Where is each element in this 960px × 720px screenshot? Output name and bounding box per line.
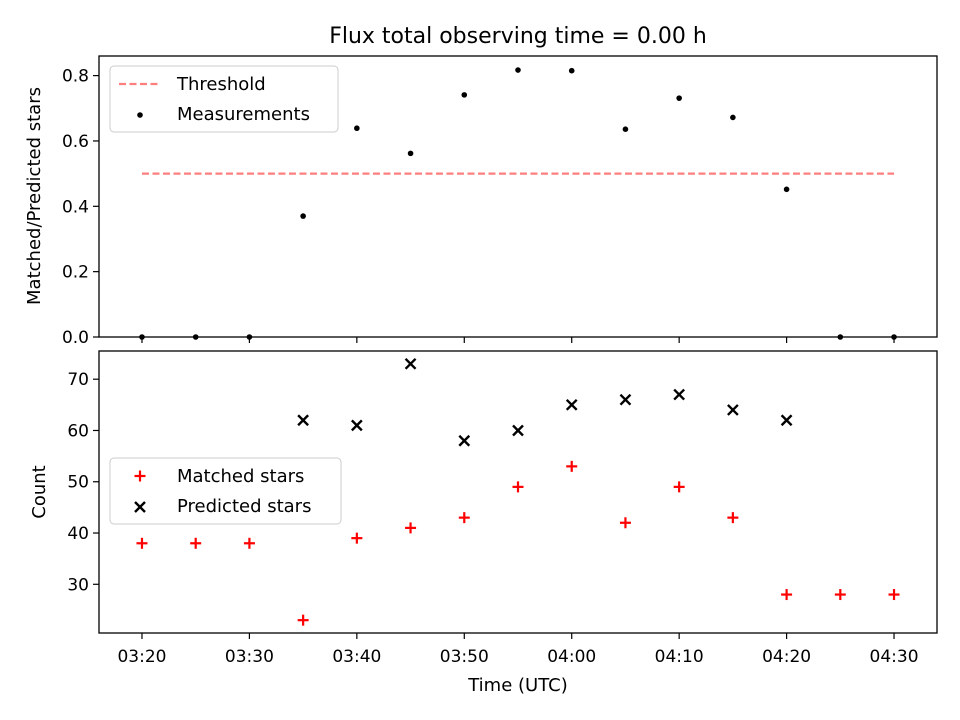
legend-measurements-swatch <box>137 112 143 118</box>
predicted-star-point <box>404 357 417 370</box>
predicted-star-point-b <box>350 419 363 432</box>
legend-predicted-marker <box>134 501 146 513</box>
top-y-tick-label: 0.0 <box>62 328 89 348</box>
x-tick-label: 04:10 <box>655 647 704 667</box>
top-y-tick-label: 0.2 <box>62 263 89 283</box>
x-tick-label: 04:00 <box>547 647 596 667</box>
x-axis-label: Time (UTC) <box>467 675 568 696</box>
predicted-star-point <box>619 393 632 406</box>
x-tick-label: 03:30 <box>225 647 274 667</box>
predicted-star-point-b <box>673 388 686 401</box>
bottom-plot-marks <box>136 357 900 626</box>
measurement-point <box>622 126 629 132</box>
matched-star-point <box>190 537 202 549</box>
chart-title: Flux total observing time = 0.00 h <box>329 24 707 49</box>
x-tick-label: 04:30 <box>870 647 919 667</box>
top-legend-box <box>109 65 339 133</box>
matched-star-point <box>512 481 524 493</box>
legend-matched-label: Matched stars <box>177 466 304 487</box>
predicted-star-point <box>350 419 363 432</box>
measurement-point <box>676 95 682 101</box>
measurement-point <box>568 67 575 74</box>
matched-star-point <box>781 589 793 601</box>
matched-star-point <box>673 481 685 493</box>
top-legend: Threshold Measurements <box>109 65 339 133</box>
predicted-star-point <box>297 414 309 427</box>
bottom-ticks: 30 40 50 60 70 03:20 03:30 03:40 03:50 04:00 04:10… <box>67 370 918 667</box>
bottom-y-tick-label: 50 <box>67 473 89 493</box>
top-plot-frame <box>98 55 938 338</box>
measurement-point <box>783 186 790 193</box>
matched-star-point <box>727 512 739 524</box>
predicted-star-point <box>512 424 524 437</box>
matched-star-point <box>566 460 578 472</box>
bottom-legend-box <box>109 457 342 525</box>
measurement-point <box>407 150 414 157</box>
matched-star-point <box>297 614 309 626</box>
top-y-axis-label: Matched/Predicted stars <box>24 87 45 305</box>
top-ticks: 0.0 0.2 0.4 0.6 0.8 <box>62 67 895 348</box>
predicted-star-point <box>673 388 686 401</box>
predicted-star-point-b <box>565 398 578 411</box>
bottom-y-tick-label: 70 <box>67 370 89 390</box>
matched-star-point <box>619 517 631 529</box>
predicted-star-point-b <box>619 393 632 406</box>
bottom-y-tick-label: 60 <box>67 421 89 441</box>
predicted-star-point <box>727 404 739 416</box>
legend-predicted-swatch <box>134 501 146 513</box>
top-y-tick-label: 0.8 <box>62 67 89 87</box>
predicted-star-point <box>565 398 578 411</box>
legend-matched-swatch <box>134 470 146 482</box>
predicted-star-point-b <box>404 357 417 370</box>
legend-matched-marker <box>134 470 146 482</box>
matched-star-point <box>243 537 255 549</box>
bottom-axes: 30 40 50 60 70 03:20 03:30 03:40 03:50 04:00 04:10… <box>29 350 938 696</box>
measurement-point <box>354 125 360 132</box>
matched-star-point <box>458 512 470 524</box>
bottom-plot-frame <box>98 350 938 634</box>
matched-star-point <box>351 532 363 544</box>
bottom-y-tick-label: 30 <box>67 575 89 595</box>
x-tick-label: 03:40 <box>332 647 381 667</box>
matched-star-point <box>405 522 417 534</box>
top-axes: 0.00.20.40.60.8 Matched/Predicted stars … <box>24 55 938 348</box>
legend-threshold-label: Threshold <box>176 74 266 95</box>
legend-predicted-label: Predicted stars <box>177 496 311 517</box>
top-y-tick-label: 0.4 <box>62 197 89 217</box>
predicted-star-point <box>458 434 471 447</box>
measurement-point <box>515 67 521 73</box>
matched-star-point <box>888 589 900 601</box>
predicted-star-point-b <box>727 404 739 416</box>
measurement-point <box>730 114 736 121</box>
x-tick-label: 03:20 <box>117 647 166 667</box>
x-tick-label: 03:50 <box>440 647 489 667</box>
top-y-tick-label: 0.6 <box>62 132 89 152</box>
measurement-point <box>300 213 306 219</box>
x-tick-label: 04:20 <box>762 647 811 667</box>
matched-star-point <box>136 537 148 549</box>
predicted-star-point-b <box>458 434 471 447</box>
legend-measurements-label: Measurements <box>177 104 310 125</box>
legend-predicted-marker-b <box>134 501 146 513</box>
bottom-y-tick-label: 40 <box>67 524 89 544</box>
bottom-y-axis-label: Count <box>29 465 50 518</box>
predicted-star-point-b <box>780 414 793 427</box>
predicted-star-point-b <box>512 424 524 437</box>
predicted-star-point-b <box>297 414 309 427</box>
matched-star-point <box>834 589 846 601</box>
predicted-star-point <box>780 414 793 427</box>
bottom-legend: Matched stars Predicted stars <box>109 457 342 525</box>
measurement-point <box>461 92 468 98</box>
